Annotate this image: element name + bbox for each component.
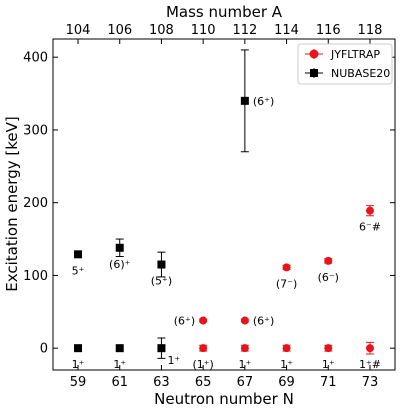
nubase20-point-label: 5⁺ xyxy=(72,264,85,277)
jyfltrap-point xyxy=(365,206,374,215)
legend-nubase-label: NUBASE20 xyxy=(331,67,390,80)
jyfltrap-point-label: 6⁻# xyxy=(359,221,381,234)
nubase20-point-label: (5⁺) xyxy=(151,275,172,288)
jyfltrap-point xyxy=(240,316,249,325)
y-tick-label: 300 xyxy=(23,123,48,138)
x-tick-label-top: 104 xyxy=(66,23,91,38)
legend-jyfltrap-marker xyxy=(309,49,319,59)
nubase20-point xyxy=(240,96,249,105)
legend-nubase-marker xyxy=(310,69,318,77)
jyfltrap-point-label: 1⁺# xyxy=(359,358,381,371)
top-axis-label: Mass number A xyxy=(166,3,283,21)
plot-frame xyxy=(52,38,396,371)
nubase20-point-label: 1⁺ xyxy=(72,358,85,371)
y-tick-label: 100 xyxy=(23,269,48,284)
jyfltrap-point-label: (6⁺) xyxy=(253,315,274,328)
jyfltrap-point-label: 1⁺ xyxy=(322,358,335,371)
nubase20-point-label: 1⁺ xyxy=(167,354,180,367)
x-tick-label-bottom: 63 xyxy=(153,375,170,390)
jyfltrap-point-label: (6⁺) xyxy=(174,315,195,328)
y-tick-label: 200 xyxy=(23,196,48,211)
x-tick-label-bottom: 71 xyxy=(320,375,337,390)
nubase20-point xyxy=(157,344,166,353)
y-tick-label: 400 xyxy=(23,51,48,66)
x-tick-label-top: 118 xyxy=(358,23,383,38)
x-tick-label-bottom: 59 xyxy=(70,375,87,390)
x-tick-label-top: 110 xyxy=(191,23,216,38)
x-axis-label: Neutron number N xyxy=(154,390,294,408)
x-tick-label-bottom: 65 xyxy=(195,375,212,390)
y-axis-label: Excitation energy [keV] xyxy=(3,116,21,291)
nubase20-point-label: 1⁺ xyxy=(113,358,126,371)
x-tick-label-bottom: 69 xyxy=(278,375,295,390)
jyfltrap-point-label: 1⁺ xyxy=(238,358,251,371)
x-tick-label-top: 114 xyxy=(274,23,299,38)
nubase20-point-label: (6)⁺ xyxy=(109,258,131,271)
jyfltrap-point-label: (7⁻) xyxy=(276,277,297,290)
nubase20-point xyxy=(115,243,124,252)
jyfltrap-point xyxy=(282,344,291,353)
nubase20-point xyxy=(157,260,166,269)
nubase20-point xyxy=(74,250,83,259)
jyfltrap-point xyxy=(240,344,249,353)
jyfltrap-point xyxy=(365,344,374,353)
y-tick-label: 0 xyxy=(40,342,48,357)
jyfltrap-point xyxy=(199,344,208,353)
x-tick-label-top: 108 xyxy=(149,23,174,38)
jyfltrap-point-label: (1⁺) xyxy=(192,358,213,371)
x-tick-label-bottom: 67 xyxy=(237,375,254,390)
nubase20-point-label: (6⁺) xyxy=(253,95,274,108)
nubase20-point xyxy=(74,344,83,353)
x-tick-label-top: 116 xyxy=(316,23,341,38)
jyfltrap-point-label: 1⁺ xyxy=(280,358,293,371)
nubase20-point xyxy=(115,344,124,353)
legend: JYFLTRAP NUBASE20 xyxy=(297,43,393,85)
x-tick-label-top: 106 xyxy=(107,23,132,38)
jyfltrap-point xyxy=(282,263,291,272)
x-tick-label-bottom: 73 xyxy=(362,375,379,390)
jyfltrap-point xyxy=(324,256,333,265)
jyfltrap-point xyxy=(199,316,208,325)
x-tick-label-top: 112 xyxy=(232,23,257,38)
x-tick-label-bottom: 61 xyxy=(111,375,128,390)
legend-jyfltrap-label: JYFLTRAP xyxy=(330,48,380,61)
jyfltrap-point xyxy=(324,344,333,353)
jyfltrap-point-label: (6⁻) xyxy=(318,271,339,284)
